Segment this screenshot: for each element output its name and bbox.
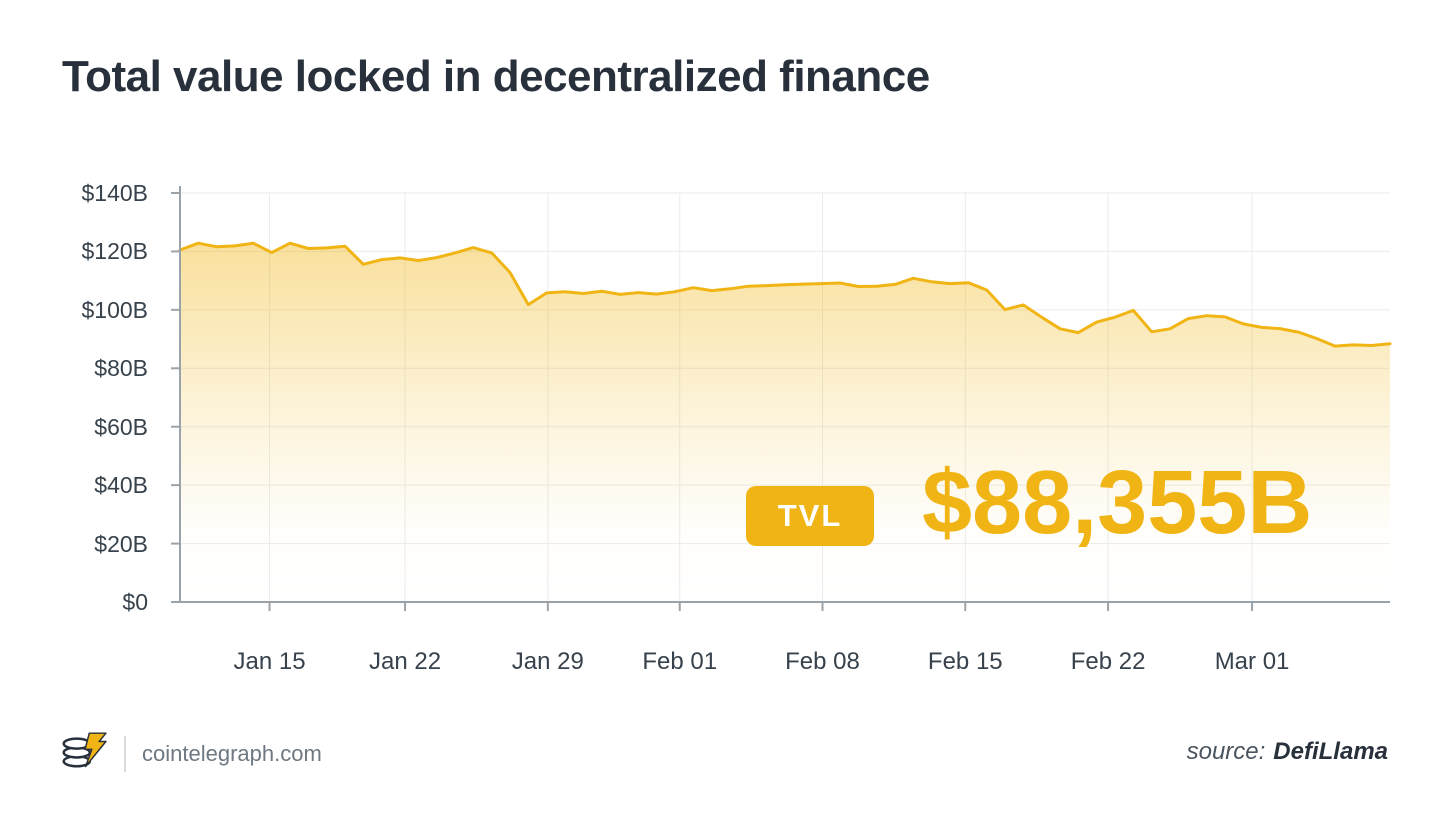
tvl-current-value: $88,355B — [922, 453, 1313, 553]
source-name: DefiLlama — [1273, 738, 1388, 765]
source-label: source: — [1186, 738, 1266, 765]
footer-branding: cointelegraph.com — [58, 726, 322, 782]
axes — [171, 186, 1390, 611]
source-attribution: source: DefiLlama — [1187, 738, 1388, 766]
tvl-area-fill — [180, 243, 1390, 602]
tvl-legend-badge: TVL — [746, 486, 874, 546]
tvl-line — [178, 241, 1392, 348]
site-name: cointelegraph.com — [142, 741, 322, 766]
lightning-bolt-icon — [84, 732, 107, 768]
chart-title: Total value locked in decentralized fina… — [62, 52, 930, 101]
footer-divider — [124, 736, 126, 772]
cointelegraph-logo — [62, 732, 107, 768]
